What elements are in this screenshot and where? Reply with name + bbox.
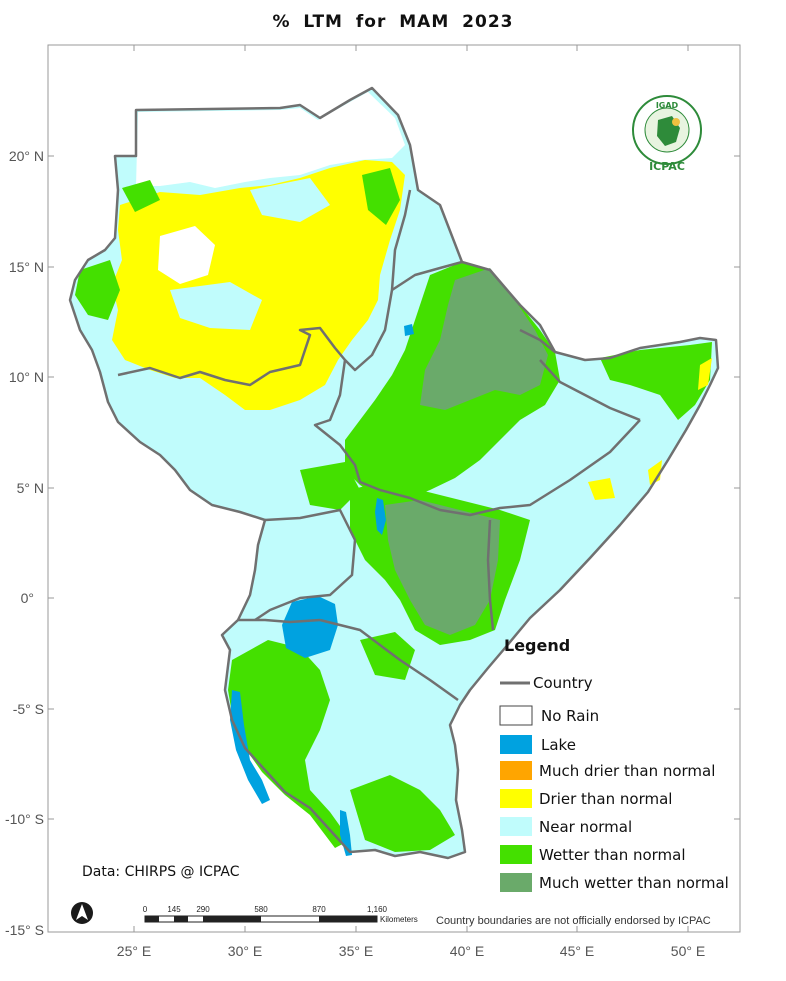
lon-label-40e: 40° E — [450, 943, 484, 959]
border-ethiopia-somalia — [539, 359, 641, 422]
region-near-sudan-b — [250, 178, 330, 222]
region-drier-somalia-b — [648, 460, 662, 485]
border-uganda — [254, 508, 357, 622]
region-wetter-sudan-north — [362, 168, 400, 225]
legend-country-label: Country — [533, 674, 593, 692]
legend-swatch-no-rain — [499, 705, 533, 726]
lat-label-20n: 20° N — [9, 148, 44, 164]
longitude-labels: 25° E 30° E 35° E 40° E 45° E 50° E — [117, 943, 705, 959]
border-sudan-ethiopia — [391, 260, 463, 292]
scale-tick-1160: 1,160 — [367, 905, 388, 914]
border-kenya-somalia — [486, 519, 495, 631]
scale-tick-580: 580 — [254, 905, 268, 914]
legend-title: Legend — [504, 636, 570, 655]
legend-label-much-wetter: Much wetter than normal — [539, 874, 729, 892]
legend-swatch-lake — [500, 735, 532, 754]
border-sudan-south — [117, 189, 412, 387]
region-wetter-sudan-west — [75, 260, 120, 320]
lon-label-45e: 45° E — [560, 943, 594, 959]
scale-bar: 0 145 290 580 870 1,160 Kilometers — [143, 905, 418, 924]
lat-label-5s: -5° S — [13, 701, 44, 717]
legend-label-near-normal: Near normal — [539, 818, 632, 836]
data-credit: Data: CHIRPS @ ICPAC — [82, 864, 240, 880]
legend-swatch-much-wetter — [500, 873, 532, 892]
scale-unit: Kilometers — [380, 915, 418, 924]
country-borders — [68, 86, 720, 860]
lat-label-10s: -10° S — [5, 811, 44, 827]
legend-label-drier: Drier than normal — [539, 790, 672, 808]
lat-label-10n: 10° N — [9, 369, 44, 385]
lake-turkana — [375, 498, 386, 535]
legend-label-lake: Lake — [541, 736, 576, 754]
map-title: % LTM for MAM 2023 — [272, 12, 514, 32]
region-near-sudan-a — [170, 282, 262, 330]
region-no-rain-sudan — [158, 226, 215, 284]
region-much-wetter-ethiopia — [420, 268, 548, 410]
region-drier-sudan — [112, 160, 405, 410]
border-kenya-tanzania — [319, 618, 459, 702]
scale-tick-290: 290 — [196, 905, 210, 914]
lat-label-15s: -15° S — [5, 922, 44, 938]
region-wetter-somalia-north — [600, 342, 712, 420]
map-legend: Legend Country No Rain Lake Much drier t… — [499, 636, 729, 892]
graticule-ticks — [48, 45, 740, 932]
region-wetter-sudan-nw — [122, 180, 160, 212]
north-arrow-icon — [71, 902, 93, 924]
region-drier-somalia-a — [588, 478, 615, 500]
legend-swatch-near-normal — [500, 817, 532, 836]
boundary-disclaimer: Country boundaries are not officially en… — [436, 915, 711, 927]
scale-tick-145: 145 — [167, 905, 181, 914]
outer-boundary — [68, 86, 720, 860]
lat-label-0: 0° — [21, 590, 34, 606]
lake-tanganyika — [230, 690, 270, 804]
region-no-rain-north — [136, 92, 405, 188]
legend-label-no-rain: No Rain — [541, 707, 599, 725]
border-djibouti — [519, 328, 556, 353]
lon-label-50e: 50° E — [671, 943, 705, 959]
lat-label-5n: 5° N — [17, 480, 44, 496]
scale-tick-870: 870 — [312, 905, 326, 914]
region-much-wetter-kenya — [385, 500, 500, 635]
lat-label-15n: 15° N — [9, 259, 44, 275]
legend-swatch-much-drier — [500, 761, 532, 780]
latitude-labels: 20° N 15° N 10° N 5° N 0° -5° S -10° S -… — [5, 148, 44, 938]
logo-sun-icon — [672, 118, 680, 126]
lon-label-35e: 35° E — [339, 943, 373, 959]
region-wetter-tanzania-south — [350, 775, 455, 852]
region-drier-somalia-c — [698, 358, 712, 390]
region-wetter-tanzania-east — [360, 632, 415, 680]
border-south-sudan-east — [313, 359, 641, 517]
lake-victoria — [282, 596, 338, 658]
lake-tana — [404, 324, 414, 336]
scale-tick-0: 0 — [143, 905, 148, 914]
region-wetter-tanzania-west — [228, 640, 350, 848]
legend-label-wetter: Wetter than normal — [539, 846, 686, 864]
region-wetter-south-sudan — [300, 462, 360, 510]
legend-swatch-wetter — [500, 845, 532, 864]
logo-text-top: IGAD — [656, 101, 679, 110]
lon-label-25e: 25° E — [117, 943, 151, 959]
logo-text-bottom: ICPAC — [649, 160, 685, 173]
lon-label-30e: 30° E — [228, 943, 262, 959]
igad-logo: IGAD ICPAC — [632, 95, 702, 173]
legend-label-much-drier: Much drier than normal — [539, 762, 715, 780]
legend-swatch-drier — [500, 789, 532, 808]
border-tanzania-west — [238, 618, 321, 624]
